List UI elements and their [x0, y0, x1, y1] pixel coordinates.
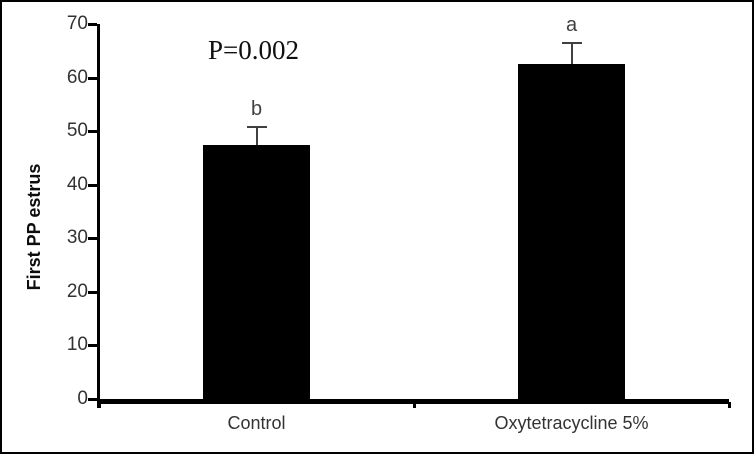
- y-axis-tick-label: 10: [66, 334, 88, 356]
- y-axis-line: [97, 24, 100, 408]
- x-category-label: Control: [227, 413, 286, 433]
- error-bar-cap: [246, 126, 267, 129]
- y-axis-tick-label: 60: [66, 66, 88, 88]
- x-category-label: Oxytetracycline 5%: [494, 413, 649, 433]
- error-bar-line: [570, 42, 573, 65]
- y-axis-tick-label: 70: [66, 13, 88, 34]
- y-axis-tick-label: 40: [66, 173, 88, 195]
- x-axis-tick: [728, 402, 731, 408]
- y-axis-tick-label: 0: [77, 388, 88, 409]
- y-axis-tick: [88, 76, 97, 80]
- significance-letter: b: [250, 98, 263, 121]
- x-axis-tick: [413, 402, 416, 408]
- x-axis-line: [97, 399, 729, 404]
- y-axis-tick-label: 20: [66, 280, 88, 302]
- y-axis-tick: [88, 130, 97, 134]
- bar-treatment: [518, 64, 625, 401]
- y-axis-tick-label: 50: [66, 120, 88, 142]
- y-axis-tick: [88, 237, 97, 241]
- y-axis-tick: [88, 183, 97, 187]
- p-value-annotation: P=0.002: [208, 35, 299, 65]
- error-bar-line: [255, 127, 258, 145]
- error-bar-cap: [561, 41, 582, 44]
- y-axis-tick: [88, 23, 97, 26]
- bar-control: [203, 144, 310, 401]
- y-axis-tick: [88, 290, 97, 294]
- y-axis-tick: [88, 344, 97, 348]
- significance-letter: a: [565, 13, 578, 36]
- x-axis-tick: [98, 402, 101, 408]
- y-axis-tick: [88, 398, 97, 401]
- y-axis-tick-label: 30: [66, 227, 88, 249]
